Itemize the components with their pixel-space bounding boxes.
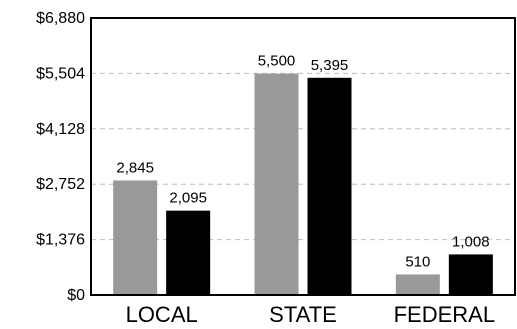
category-label-local: LOCAL [126,302,198,327]
y-tick-label: $6,880 [36,10,85,27]
data-label: 510 [405,253,430,270]
category-label-state: STATE [269,302,337,327]
bar-state-series-1 [254,73,299,296]
y-tick-label: $2,752 [36,176,85,193]
plot-frame [90,17,516,296]
bars [113,73,493,296]
data-label: 2,095 [169,190,207,207]
data-labels: 2,845 2,095 5,500 5,395 510 1,008 [116,53,489,271]
bar-federal-series-2 [448,254,493,295]
category-label-federal: FEDERAL [394,302,495,327]
bar-local-series-2 [166,210,211,295]
bar-local-series-1 [113,180,158,295]
bar-federal-series-1 [395,274,440,295]
y-axis-ticks: $0 $1,376 $2,752 $4,128 $5,504 $6,880 [36,10,85,304]
y-tick-label: $1,376 [36,232,85,249]
x-axis-categories: LOCAL STATE FEDERAL [126,302,495,327]
bar-state-series-2 [307,77,352,296]
y-tick-label: $5,504 [36,65,85,82]
gridlines [91,72,515,241]
data-label: 5,500 [258,53,296,70]
y-tick-label: $0 [67,287,85,304]
data-label: 5,395 [311,57,349,74]
data-label: 2,845 [116,159,154,176]
data-label: 1,008 [452,233,490,250]
y-tick-label: $4,128 [36,121,85,138]
